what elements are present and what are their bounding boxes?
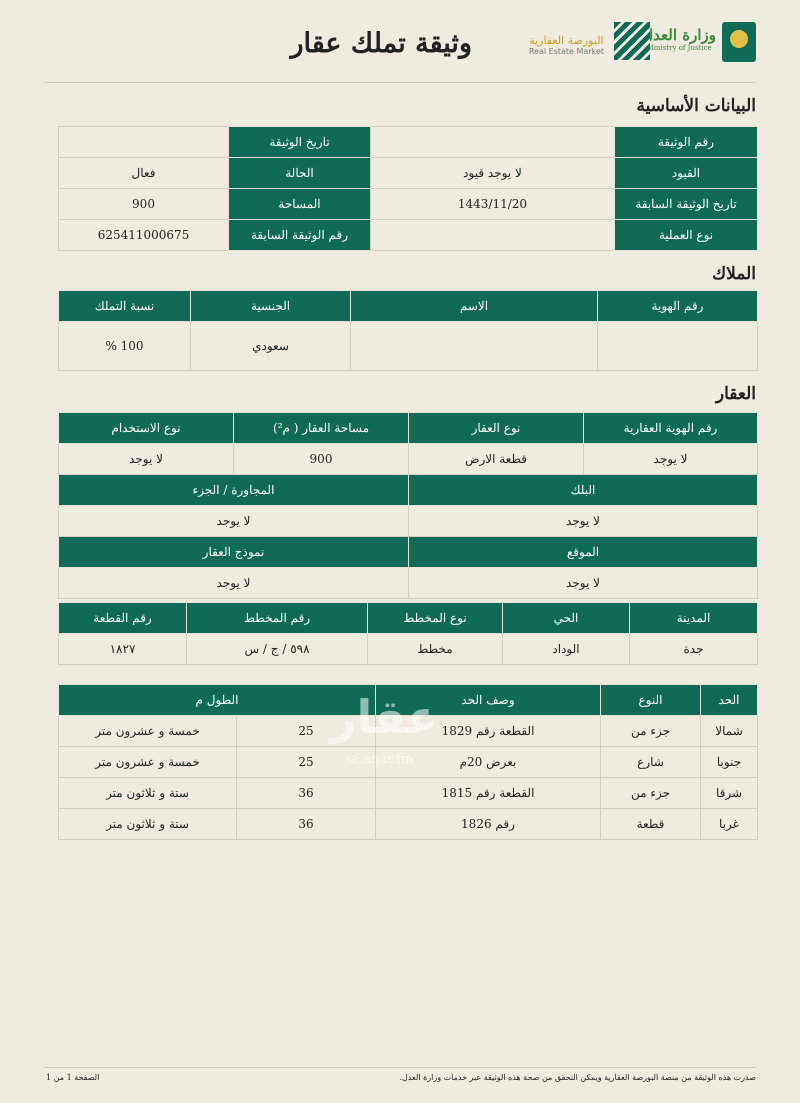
section-owners-title: الملاك xyxy=(712,264,756,284)
table-cell: خمسة و عشرون متر xyxy=(58,746,237,778)
column-header: نوع المخطط xyxy=(367,602,503,634)
table-row: نوع العملية رقم الوثيقة السابقة 6254110006… xyxy=(58,219,758,251)
location-table: المدينة الحي نوع المخطط رقم المخطط رقم القطع… xyxy=(58,602,758,665)
column-header: نوع العقار xyxy=(408,412,584,444)
property-table: رقم الهوية العقارية نوع العقار مساحة العقا… xyxy=(58,412,758,599)
column-header: المدينة xyxy=(629,602,758,634)
column-header: الحي xyxy=(502,602,630,634)
table-cell: القطعة رقم 1829 xyxy=(375,715,601,747)
table-cell: 36 xyxy=(236,777,376,809)
column-header: الحالة xyxy=(228,157,371,189)
column-header: الموقع xyxy=(408,536,758,568)
table-cell: رقم 1826 xyxy=(375,808,601,840)
column-header: نوع الاستخدام xyxy=(58,412,234,444)
column-header: تاريخ الوثيقة xyxy=(228,126,371,158)
table-cell xyxy=(370,126,615,158)
table-cell: جنوبا xyxy=(700,746,758,778)
table-cell xyxy=(597,321,758,371)
table-cell: شرقا xyxy=(700,777,758,809)
table-row: غربا قطعة رقم 1826 36 ستة و ثلاثون متر xyxy=(58,808,758,840)
table-cell: فعال xyxy=(58,157,229,189)
table-row: شمالا جزء من القطعة رقم 1829 25 خمسة و عشرون… xyxy=(58,715,758,747)
table-cell: 25 xyxy=(236,746,376,778)
table-cell xyxy=(58,126,229,158)
table-cell: لا يوجد xyxy=(58,443,234,475)
column-header: الحد xyxy=(700,684,758,716)
table-cell: القطعة رقم 1815 xyxy=(375,777,601,809)
table-cell: جزء من xyxy=(600,715,701,747)
table-cell: 1443/11/20 xyxy=(370,188,615,220)
column-header: رقم الوثيقة السابقة xyxy=(228,219,371,251)
column-header: رقم القطعة xyxy=(58,602,187,634)
section-property-title: العقار xyxy=(715,384,756,404)
table-cell: ١٨٢٧ xyxy=(58,633,187,665)
market-logo-text: البورصة العقارية Real Estate Market xyxy=(528,34,604,56)
table-cell: خمسة و عشرون متر xyxy=(58,715,237,747)
table-cell xyxy=(370,219,615,251)
table-cell: غربا xyxy=(700,808,758,840)
column-header: رقم الهوية xyxy=(597,290,758,322)
column-header: نموذج العقار xyxy=(58,536,409,568)
watermark: عقار xyxy=(330,690,439,744)
column-header: الطول م xyxy=(58,684,376,716)
column-header: النوع xyxy=(600,684,701,716)
table-row: شرقا جزء من القطعة رقم 1815 36 ستة و ثلاثون … xyxy=(58,777,758,809)
column-header: نوع العملية xyxy=(614,219,758,251)
table-cell: جدة xyxy=(629,633,758,665)
table-cell: لا يوجد قيود xyxy=(370,157,615,189)
boundaries-table: الحد النوع وصف الحد الطول م شمالا جزء من القطع… xyxy=(58,684,758,840)
column-header: الاسم xyxy=(350,290,598,322)
table-row: رقم الوثيقة تاريخ الوثيقة xyxy=(58,126,758,158)
moj-logo xyxy=(722,22,756,62)
table-cell xyxy=(350,321,598,371)
table-row: تاريخ الوثيقة السابقة 1443/11/20 المساحة 90… xyxy=(58,188,758,220)
table-cell: ستة و ثلاثون متر xyxy=(58,777,237,809)
footer-note: صدرت هذه الوثيقة من منصة البورصة العقاري… xyxy=(399,1073,756,1082)
market-logo-mark xyxy=(614,22,650,60)
table-cell: 900 xyxy=(58,188,229,220)
table-cell: 25 xyxy=(236,715,376,747)
table-cell: شارع xyxy=(600,746,701,778)
table-cell: مخطط xyxy=(367,633,503,665)
table-cell: الوداد xyxy=(502,633,630,665)
column-header: القيود xyxy=(614,157,758,189)
page-number: الصفحة 1 من 1 xyxy=(46,1073,100,1082)
column-header: البلك xyxy=(408,474,758,506)
table-cell: شمالا xyxy=(700,715,758,747)
table-cell: لا يوجد xyxy=(58,567,409,599)
table-cell: لا يوجد xyxy=(58,505,409,537)
column-header: الجنسية xyxy=(190,290,351,322)
table-cell: جزء من xyxy=(600,777,701,809)
basic-table: رقم الوثيقة تاريخ الوثيقة القيود لا يوجد قي… xyxy=(58,126,758,251)
column-header: مساحة العقار ( م²) xyxy=(233,412,409,444)
moj-logo-text: وزارة العدل Ministry of Justice xyxy=(642,26,716,52)
column-header: المجاورة / الجزء xyxy=(58,474,409,506)
table-cell: 900 xyxy=(233,443,409,475)
column-header: رقم الوثيقة xyxy=(614,126,758,158)
column-header: نسبة التملك xyxy=(58,290,191,322)
owners-table: رقم الهوية الاسم الجنسية نسبة التملك سعودي 10… xyxy=(58,290,758,371)
table-cell: 625411000675 xyxy=(58,219,229,251)
table-cell: ستة و ثلاثون متر xyxy=(58,808,237,840)
table-cell: 36 xyxy=(236,808,376,840)
table-cell: قطعة xyxy=(600,808,701,840)
table-cell: بعرض 20م xyxy=(375,746,601,778)
column-header: رقم المخطط xyxy=(186,602,368,634)
table-cell: سعودي xyxy=(190,321,351,371)
column-header: تاريخ الوثيقة السابقة xyxy=(614,188,758,220)
table-row: القيود لا يوجد قيود الحالة فعال xyxy=(58,157,758,189)
column-header: رقم الهوية العقارية xyxy=(583,412,758,444)
table-cell: قطعة الارض xyxy=(408,443,584,475)
page-title: وثيقة تملك عقار xyxy=(290,28,473,59)
table-cell: لا يوجد xyxy=(408,567,758,599)
table-cell: لا يوجد xyxy=(583,443,758,475)
column-header: المساحة xyxy=(228,188,371,220)
table-cell: لا يوجد xyxy=(408,505,758,537)
table-cell: ٥٩٨ / ج / س xyxy=(186,633,368,665)
watermark-url: sa.aqar.fm xyxy=(345,752,414,767)
table-cell: 100 % xyxy=(58,321,191,371)
section-basic-title: البيانات الأساسية xyxy=(636,96,756,116)
